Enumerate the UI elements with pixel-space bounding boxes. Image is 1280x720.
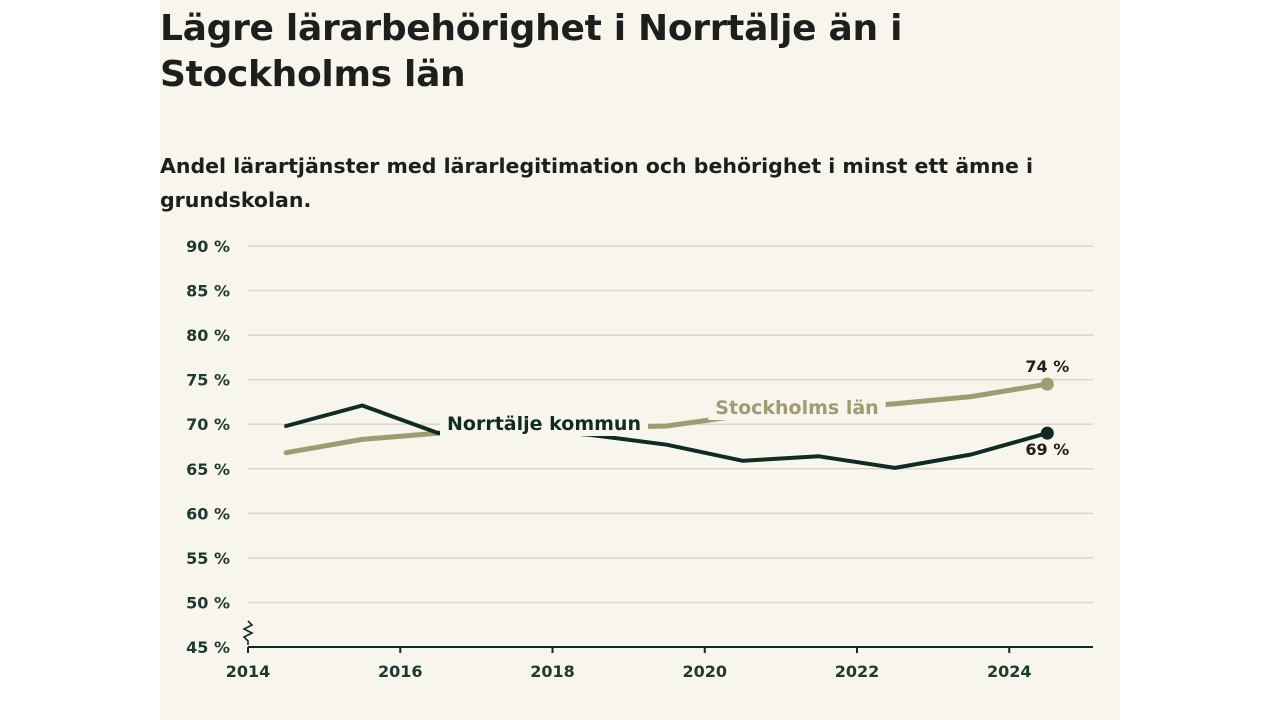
y-tick-label: 90 % [186,237,230,256]
y-tick-label: 60 % [186,504,230,523]
chart-title: Lägre lärarbehörighet i Norrtälje än i S… [160,8,903,95]
label-backdrop [708,396,886,420]
x-tick-label: 2020 [682,662,727,681]
end-point-stockholms-lan [1040,377,1054,391]
y-tick-label: 50 % [186,593,230,612]
x-tick-label: 2016 [378,662,423,681]
y-tick-label: 45 % [186,638,230,657]
chart-panel [160,0,1120,720]
y-tick-label: 55 % [186,549,230,568]
chart-subtitle: Andel lärartjänster med lärarlegitimatio… [160,154,1034,212]
y-tick-label: 70 % [186,415,230,434]
x-tick-label: 2024 [987,662,1032,681]
series-line-norrtalje-kommun [284,403,1050,470]
series-line-stockholms-lan [283,381,1050,456]
series-label-norrtalje-kommun: Norrtälje kommun [447,413,641,435]
label-backdrop [440,412,648,436]
y-tick-label: 85 % [186,282,230,301]
y-tick-label: 80 % [186,326,230,345]
y-tick-label: 75 % [186,371,230,390]
y-tick-label: 65 % [186,460,230,479]
x-tick-label: 2022 [835,662,880,681]
end-point-norrtalje-kommun [1040,426,1054,440]
axis-break-marker [242,620,254,645]
x-tick-label: 2018 [530,662,575,681]
data-label-stockholms-lan: 74 % [1025,357,1069,376]
series-label-stockholms-lan: Stockholms län [715,397,878,419]
data-label-norrtalje-kommun: 69 % [1025,440,1069,459]
x-tick-label: 2014 [226,662,271,681]
